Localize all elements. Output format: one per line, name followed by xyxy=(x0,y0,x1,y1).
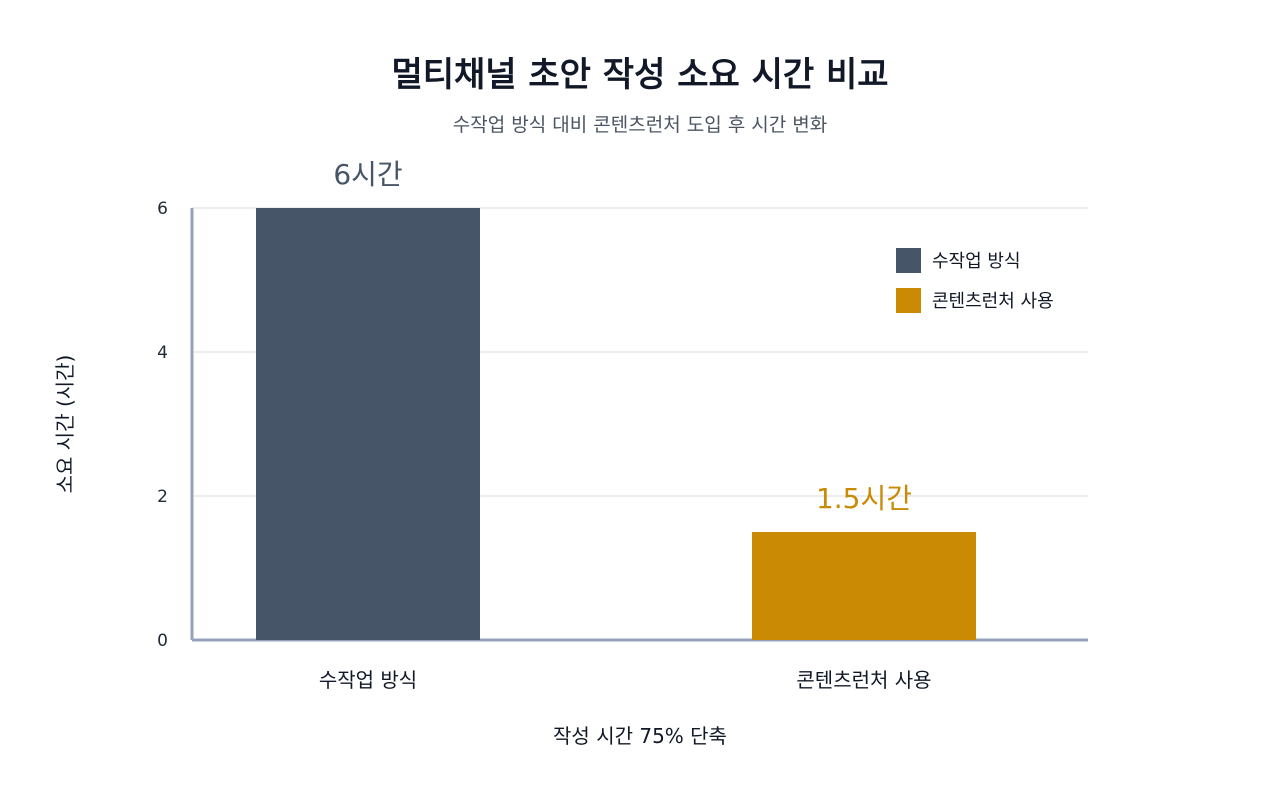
y-axis-label: 소요 시간 (시간) xyxy=(53,355,77,494)
chart-subtitle: 수작업 방식 대비 콘텐츠런처 도입 후 시간 변화 xyxy=(453,114,827,136)
y-tick-labels: 0 2 4 6 xyxy=(157,199,168,651)
legend-swatch xyxy=(896,248,921,273)
x-axis-label: 작성 시간 75% 단축 xyxy=(553,724,727,748)
y-tick-label: 4 xyxy=(157,343,168,363)
category-label: 수작업 방식 xyxy=(319,668,417,692)
data-labels: 6시간 1.5시간 xyxy=(333,158,912,515)
y-tick-label: 0 xyxy=(157,631,168,651)
category-labels: 수작업 방식 콘텐츠런처 사용 xyxy=(319,668,932,692)
data-label: 1.5시간 xyxy=(816,482,912,515)
legend-label: 콘텐츠런처 사용 xyxy=(932,291,1054,312)
category-label: 콘텐츠런처 사용 xyxy=(796,668,931,692)
bar xyxy=(256,208,480,640)
bars xyxy=(256,208,976,640)
y-tick-label: 6 xyxy=(157,199,168,219)
data-label: 6시간 xyxy=(333,158,402,191)
bar xyxy=(752,532,976,640)
legend-label: 수작업 방식 xyxy=(932,251,1021,272)
legend-swatch xyxy=(896,288,921,313)
chart-title: 멀티채널 초안 작성 소요 시간 비교 xyxy=(391,55,888,95)
y-tick-label: 2 xyxy=(157,487,168,507)
